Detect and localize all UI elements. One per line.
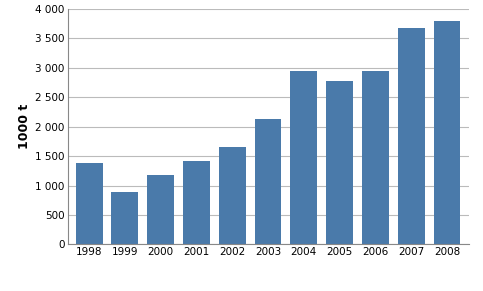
Bar [255, 119, 282, 244]
Bar [112, 192, 138, 244]
Bar [326, 81, 353, 244]
Bar [219, 147, 246, 244]
Bar [76, 163, 102, 244]
Bar [398, 28, 425, 244]
Bar [434, 21, 460, 244]
Bar [147, 175, 174, 244]
Y-axis label: 1000 t: 1000 t [18, 104, 31, 149]
Bar [362, 71, 389, 244]
Bar [290, 71, 317, 244]
Bar [183, 161, 210, 244]
